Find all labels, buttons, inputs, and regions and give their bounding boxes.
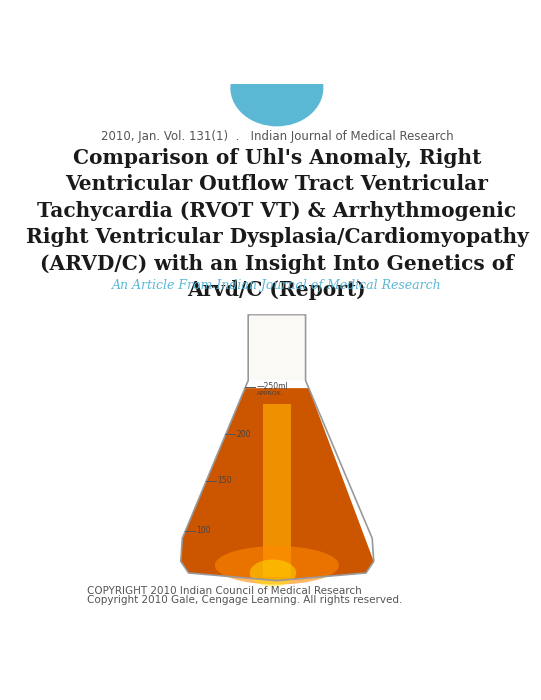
Text: Copyright 2010 Gale, Cengage Learning. All rights reserved.: Copyright 2010 Gale, Cengage Learning. A… bbox=[87, 595, 403, 605]
Text: APPROX.: APPROX. bbox=[256, 391, 283, 396]
Text: An Article From Indian Journal of Medical Research: An Article From Indian Journal of Medica… bbox=[112, 279, 441, 292]
Text: —250ml: —250ml bbox=[256, 382, 288, 391]
Polygon shape bbox=[263, 403, 291, 577]
Ellipse shape bbox=[230, 49, 324, 126]
Text: 150: 150 bbox=[217, 476, 232, 485]
Text: COPYRIGHT 2010 Indian Council of Medical Research: COPYRIGHT 2010 Indian Council of Medical… bbox=[87, 586, 362, 596]
Text: 2010, Jan. Vol. 131(1)  .   Indian Journal of Medical Research: 2010, Jan. Vol. 131(1) . Indian Journal … bbox=[101, 130, 453, 143]
Text: Comparison of Uhl's Anomaly, Right
Ventricular Outflow Tract Ventricular
Tachyca: Comparison of Uhl's Anomaly, Right Ventr… bbox=[25, 148, 528, 300]
Polygon shape bbox=[250, 315, 304, 381]
Text: 200: 200 bbox=[236, 430, 251, 439]
Ellipse shape bbox=[250, 559, 296, 587]
Ellipse shape bbox=[215, 546, 339, 584]
Polygon shape bbox=[181, 388, 374, 581]
Text: 100: 100 bbox=[196, 526, 211, 535]
